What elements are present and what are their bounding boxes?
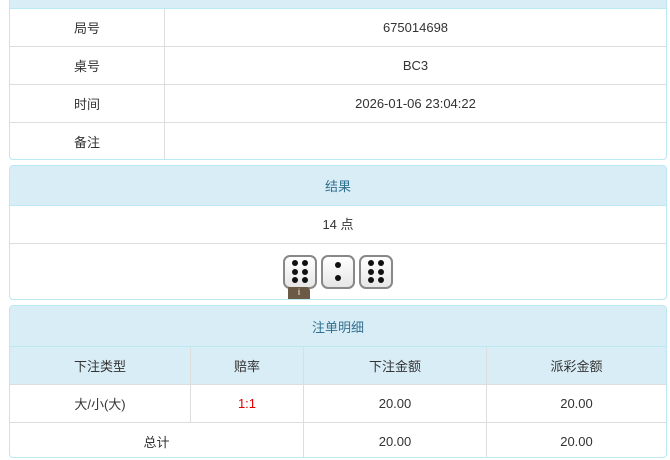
table-row: 桌号 BC3: [10, 46, 666, 85]
table-header: 下注类型 赔率 下注金额 派彩金额: [10, 347, 666, 385]
table-label: 桌号: [10, 46, 165, 85]
bet-details-title: 注单明细: [10, 306, 666, 347]
table-value: BC3: [164, 46, 666, 85]
result-title: 结果: [10, 166, 666, 206]
table-row: 备注: [10, 122, 666, 159]
table-row: 时间 2026-01-06 23:04:22: [10, 84, 666, 123]
table-row: 局号 675014698: [10, 9, 666, 47]
result-panel: 结果 14 点 i: [9, 165, 667, 300]
bet-type: 大/小(大): [10, 384, 191, 423]
total-row: 总计 20.00 20.00: [10, 422, 666, 457]
round-info-panel: 局号 675014698 桌号 BC3 时间 2026-01-06 23:04:22 …: [9, 0, 667, 160]
die-6-icon: [359, 254, 393, 289]
total-amount: 20.00: [303, 422, 487, 457]
remark-value: [164, 122, 666, 159]
header-payout: 派彩金额: [486, 347, 666, 385]
total-label: 总计: [10, 422, 304, 457]
header-bet-type: 下注类型: [10, 347, 191, 385]
round-value: 675014698: [164, 9, 666, 47]
bet-amount: 20.00: [303, 384, 487, 423]
die-6-icon: [283, 254, 317, 289]
bet-details-panel: 注单明细 下注类型 赔率 下注金额 派彩金额 大/小(大) 1:1 20.00 …: [9, 305, 667, 458]
bet-odds: 1:1: [190, 384, 304, 423]
info-icon[interactable]: i: [288, 287, 310, 299]
time-label: 时间: [10, 84, 165, 123]
die-2-icon: [321, 254, 355, 289]
time-value: 2026-01-06 23:04:22: [164, 84, 666, 123]
table-row: 大/小(大) 1:1 20.00 20.00: [10, 384, 666, 423]
round-label: 局号: [73, 21, 100, 36]
panel-header: [10, 0, 666, 9]
header-odds: 赔率: [190, 347, 304, 385]
dice-row: [10, 243, 666, 299]
remark-label: 备注: [10, 122, 165, 159]
total-payout: 20.00: [486, 422, 666, 457]
bet-payout: 20.00: [486, 384, 666, 423]
header-bet-amount: 下注金额: [303, 347, 487, 385]
result-points: 14 点: [322, 217, 354, 232]
